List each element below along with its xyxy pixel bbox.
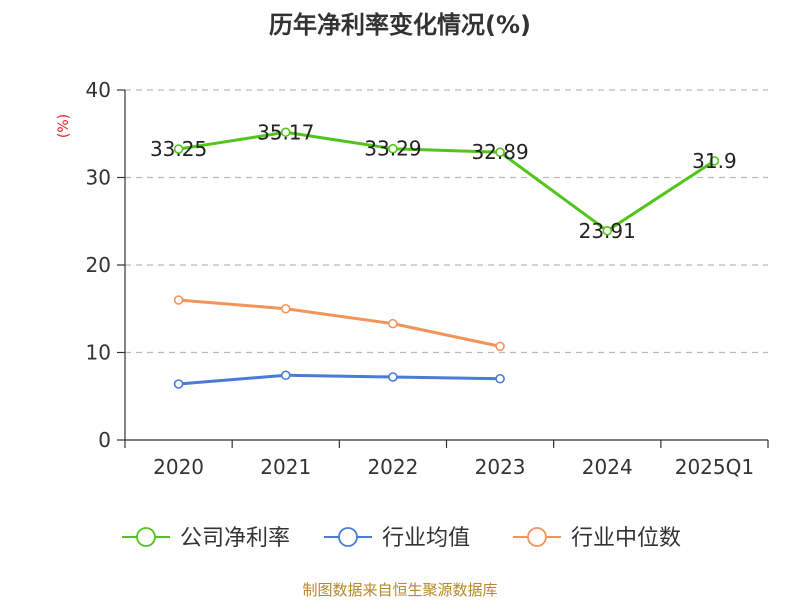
data-point-s0-2023 (495, 147, 505, 158)
y-tick-label-10: 10 (86, 341, 111, 365)
data-point-s2-2020 (173, 295, 184, 305)
data-point-s1-2023 (495, 373, 505, 384)
x-tick-label-2020: 2020 (153, 455, 204, 479)
data-point-s1-2021 (280, 370, 291, 381)
data-label-2020: 33.25 (150, 137, 207, 161)
series-line-0 (178, 130, 716, 233)
data-point-s0-2020 (173, 144, 184, 154)
series-line-1 (178, 373, 501, 386)
series-line-2 (178, 298, 501, 348)
data-label-2025Q1: 31.9 (692, 149, 737, 173)
data-point-s1-2020 (173, 379, 184, 389)
data-point-s2-2022 (388, 318, 398, 329)
data-point-s0-2025Q1 (709, 156, 720, 166)
data-point-s0-2021 (280, 127, 291, 138)
data-label-2023: 32.89 (471, 140, 528, 164)
data-label-2022: 33.29 (364, 137, 421, 161)
legend-marker-2 (527, 527, 547, 547)
data-point-s2-2021 (280, 303, 291, 314)
y-tick-label-40: 40 (86, 78, 111, 102)
data-point-s2-2023 (495, 341, 505, 352)
x-tick-label-2023: 2023 (475, 455, 526, 479)
data-label-2024: 23.91 (579, 219, 636, 243)
x-tick-label-2025Q1: 2025Q1 (675, 455, 754, 479)
source-note: 制图数据来自恒生聚源数据库 (302, 581, 497, 599)
legend-label-2: 行业中位数 (571, 526, 681, 551)
x-tick-label-2024: 2024 (582, 455, 633, 479)
data-point-s0-2022 (388, 143, 398, 154)
x-tick-label-2022: 2022 (367, 455, 418, 479)
data-point-s0-2024 (602, 225, 613, 236)
legend-label-1: 行业均值 (382, 526, 470, 551)
y-tick-label-0: 0 (98, 428, 111, 452)
legend-marker-0 (136, 527, 156, 547)
data-label-2021: 35.17 (257, 120, 314, 144)
y-tick-label-20: 20 (86, 253, 111, 277)
data-point-s1-2022 (388, 372, 398, 382)
x-tick-label-2021: 2021 (260, 455, 311, 479)
legend-label-0: 公司净利率 (180, 526, 290, 551)
y-tick-label-30: 30 (86, 166, 111, 190)
chart-title: 历年净利率变化情况(%) (269, 11, 531, 39)
legend-marker-1 (338, 527, 358, 547)
y-axis-unit: (%) (56, 114, 72, 138)
